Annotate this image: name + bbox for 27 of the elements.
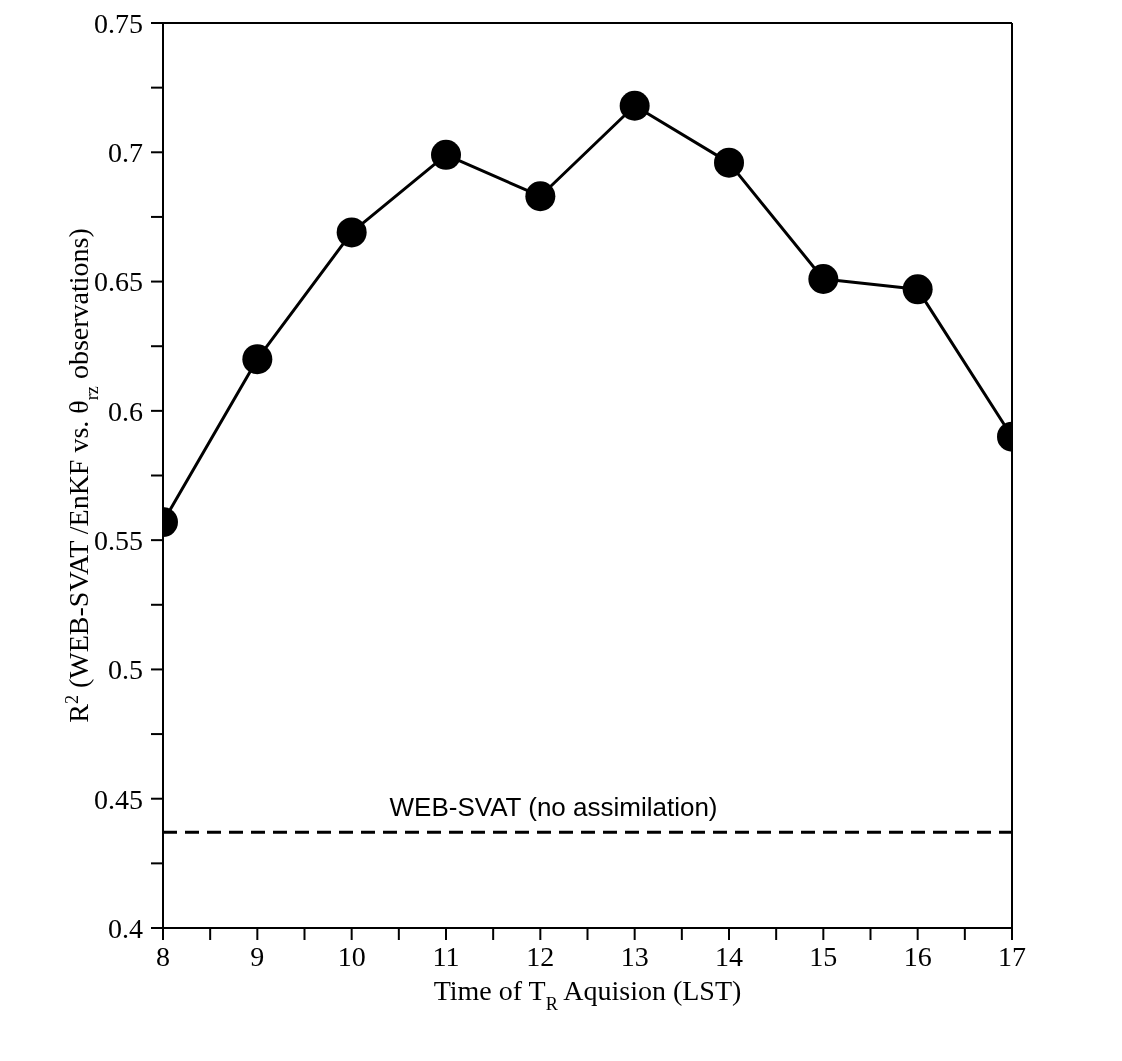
x-tick-label: 15 [809, 941, 838, 972]
point [242, 344, 273, 375]
y-tick-label: 0.75 [94, 7, 143, 39]
y-tick-label: 0.65 [94, 266, 143, 298]
point [619, 90, 650, 121]
y-tick-label: 0.45 [94, 783, 143, 815]
point [714, 147, 744, 178]
x-tick-label: 13 [620, 941, 649, 972]
x-tick-label: 9 [250, 941, 265, 972]
y-tick-label: 0.6 [108, 395, 143, 427]
point [808, 263, 839, 294]
x-tick-label: 11 [432, 941, 460, 972]
y-tick-label: 0.5 [108, 654, 143, 686]
x-axis-title: Time of T$_{R}$ Aquision (LST) [433, 975, 742, 1014]
ref-line-label: WEB-SVAT (no assimilation) [389, 792, 718, 823]
x-tick-label: 16 [903, 941, 932, 972]
x-tick-label: 10 [337, 941, 366, 972]
x-tick-label: 8 [156, 941, 170, 972]
x-tick-label: 14 [715, 941, 743, 972]
point [336, 217, 367, 248]
y-tick-label: 0.4 [108, 912, 143, 944]
x-tick-label: 17 [998, 941, 1026, 972]
point [902, 274, 933, 305]
point [525, 181, 556, 212]
point [431, 139, 461, 170]
y-tick-label: 0.7 [108, 137, 143, 169]
x-tick-label: 12 [526, 941, 555, 972]
